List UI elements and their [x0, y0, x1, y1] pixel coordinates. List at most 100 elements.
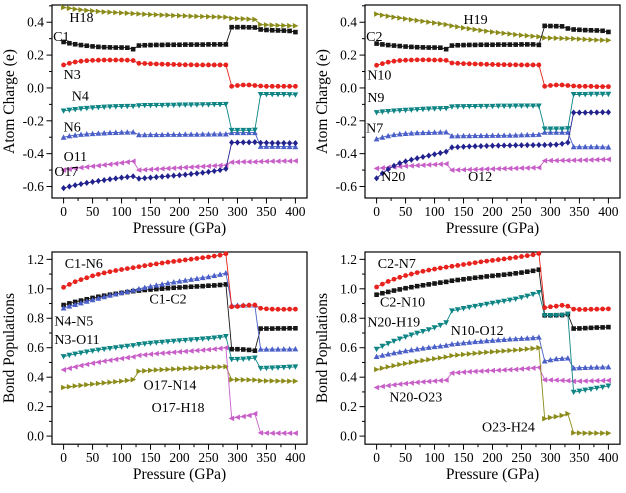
x-tick-label: 350 — [569, 450, 590, 465]
x-tick-label: 200 — [482, 450, 503, 465]
x-tick-label: 0 — [60, 204, 67, 219]
y-tick-label: 0.8 — [27, 311, 44, 326]
series-C2-N10 — [374, 267, 611, 331]
series-N7 — [373, 129, 612, 150]
series-O17-N14 — [61, 363, 299, 391]
plot-frame — [51, 4, 308, 199]
annotation-O17: O17 — [54, 165, 78, 180]
annotation-N4: N4 — [72, 89, 89, 104]
x-tick-label: 50 — [86, 204, 100, 219]
annotation-O12: O12 — [468, 170, 492, 185]
annotation-C2-N7: C2-N7 — [378, 257, 416, 272]
y-tick-label: -0.2 — [23, 113, 44, 128]
x-axis-title: Pressure (GPa) — [133, 220, 226, 237]
y-tick-label: 1.2 — [27, 252, 44, 267]
y-tick-label: 0.2 — [340, 48, 357, 63]
plot-frame — [364, 251, 621, 445]
x-tick-label: 400 — [598, 450, 619, 465]
x-tick-label: 150 — [140, 204, 161, 219]
series-N3-O11 — [60, 334, 299, 372]
annotation-N20-H19: N20-H19 — [367, 315, 420, 330]
x-tick-label: 0 — [60, 450, 67, 465]
series-O11 — [60, 158, 298, 173]
x-tick-label: 250 — [198, 450, 219, 465]
annotation-H18: H18 — [69, 11, 93, 26]
x-tick-label: 100 — [111, 204, 132, 219]
annotation-O17-N14: O17-N14 — [144, 379, 197, 394]
series-H18 — [61, 4, 299, 29]
chart-panel-top-left: 0 50 100 150 200 250 300 350 400 -0.6 -0.4 -0.2 0.0 0… — [0, 0, 313, 247]
chart-svg-bottom-left: 0 50 100 150 200 250 300 350 400 0.0 0.2 0.4 0.6 0.8 1… — [1, 251, 308, 483]
x-tick-label: 100 — [111, 450, 132, 465]
annotation-C2: C2 — [366, 30, 382, 45]
annotation-C2-N10: C2-N10 — [380, 296, 425, 311]
x-tick-label: 150 — [140, 450, 161, 465]
y-tick-label: 0.6 — [340, 340, 357, 355]
y-tick-label: 0.4 — [340, 370, 357, 385]
annotation-C1-N6: C1-N6 — [65, 257, 103, 272]
series-N20-O23 — [373, 364, 611, 391]
x-tick-label: 150 — [453, 450, 474, 465]
series-O23-H24 — [374, 344, 612, 436]
annotation-O17-H18: O17-H18 — [152, 401, 205, 416]
plot-bottom-left: 0 50 100 150 200 250 300 350 400 0.0 0.2 0.4 0.6 0.8 1… — [1, 251, 308, 483]
y-tick-label: -0.2 — [336, 113, 357, 128]
series-C2 — [374, 23, 611, 52]
annotation-O23-H24: O23-H24 — [482, 421, 535, 436]
x-tick-label: 250 — [198, 204, 219, 219]
series-N10 — [374, 57, 611, 90]
series-N10-O12 — [373, 334, 612, 371]
y-axis-title: Bond Populations — [1, 293, 18, 403]
x-tick-label: 200 — [169, 204, 190, 219]
plot-frame — [364, 4, 621, 199]
annotation-N3-O11: N3-O11 — [54, 333, 99, 348]
x-tick-label: 100 — [424, 204, 445, 219]
series-N6 — [60, 129, 299, 150]
x-tick-label: 50 — [86, 450, 100, 465]
y-tick-label: -0.6 — [23, 179, 45, 194]
y-tick-label: 0.4 — [340, 15, 357, 30]
y-tick-label: 0.0 — [27, 80, 44, 95]
x-tick-label: 300 — [540, 450, 561, 465]
y-tick-label: 0.0 — [27, 429, 44, 444]
annotation-N9: N9 — [367, 91, 384, 106]
x-tick-label: 250 — [511, 204, 532, 219]
x-tick-label: 50 — [399, 450, 413, 465]
chart-svg-top-right: 0 50 100 150 200 250 300 350 400 -0.6 -0.4 -0.2 0.0 0… — [314, 4, 621, 237]
y-tick-label: 1.0 — [340, 281, 357, 296]
series-N20-H19 — [373, 289, 612, 396]
x-axis-title: Pressure (GPa) — [133, 466, 226, 483]
y-tick-label: 0.8 — [340, 311, 357, 326]
chart-panel-top-right: 0 50 100 150 200 250 300 350 400 -0.6 -0.4 -0.2 0.0 0… — [313, 0, 626, 247]
x-tick-label: 250 — [511, 450, 532, 465]
annotation-N3: N3 — [64, 68, 81, 83]
chart-panel-bottom-left: 0 50 100 150 200 250 300 350 400 0.0 0.2 0.4 0.6 0.8 1… — [0, 247, 313, 493]
y-tick-label: -0.4 — [336, 146, 358, 161]
x-tick-label: 300 — [227, 450, 248, 465]
series-N9 — [373, 91, 612, 132]
series-N20 — [373, 109, 612, 182]
series-line-N4 — [63, 94, 296, 131]
annotation-H19: H19 — [464, 13, 488, 28]
series-H19 — [374, 11, 612, 44]
series-N3 — [61, 57, 298, 89]
x-tick-label: 350 — [569, 204, 590, 219]
y-tick-label: -0.6 — [336, 179, 358, 194]
x-tick-label: 200 — [169, 450, 190, 465]
y-axis-title: Atom Charge (e) — [1, 49, 18, 154]
series-C1-N6 — [61, 251, 298, 312]
x-axis-title: Pressure (GPa) — [446, 466, 539, 483]
series-C1 — [61, 24, 298, 52]
x-tick-label: 400 — [285, 450, 306, 465]
series-O17-H18 — [60, 344, 298, 436]
x-tick-label: 300 — [227, 204, 248, 219]
y-tick-label: 0.6 — [27, 340, 44, 355]
x-tick-label: 200 — [482, 204, 503, 219]
annotation-N20-O23: N20-O23 — [389, 391, 442, 406]
annotation-O11: O11 — [64, 150, 88, 165]
y-tick-label: 1.0 — [27, 281, 44, 296]
y-tick-label: 0.2 — [27, 399, 44, 414]
annotation-C1: C1 — [53, 30, 69, 45]
annotation-N7: N7 — [366, 121, 383, 136]
